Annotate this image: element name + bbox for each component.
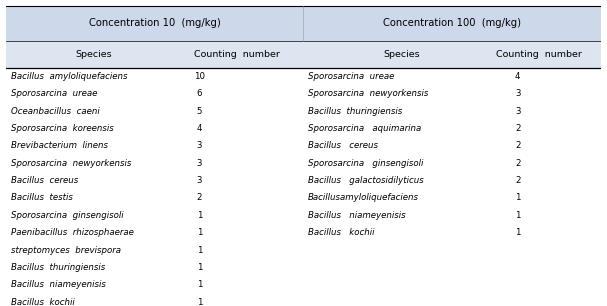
Text: Sporosarcina  newyorkensis: Sporosarcina newyorkensis <box>308 89 429 98</box>
Text: Bacillus  kochii: Bacillus kochii <box>11 298 75 306</box>
Text: Oceanbacillus  caeni: Oceanbacillus caeni <box>11 106 100 116</box>
Text: 10: 10 <box>194 72 205 81</box>
Text: Species: Species <box>75 50 112 58</box>
Text: Sporosarcina  koreensis: Sporosarcina koreensis <box>11 124 114 133</box>
Text: Bacillus  thuringiensis: Bacillus thuringiensis <box>308 106 402 116</box>
Bar <box>6 41 601 68</box>
Text: streptomyces  brevispora: streptomyces brevispora <box>11 246 121 255</box>
Bar <box>304 6 601 41</box>
Text: 1: 1 <box>515 193 520 203</box>
Text: 1: 1 <box>197 280 202 289</box>
Text: 2: 2 <box>197 193 202 203</box>
Text: 4: 4 <box>515 72 520 81</box>
Text: 3: 3 <box>197 176 202 185</box>
Text: 3: 3 <box>515 89 520 98</box>
Text: 1: 1 <box>197 263 202 272</box>
Text: Brevibacterium  linens: Brevibacterium linens <box>11 141 108 150</box>
Text: Bacillus  cereus: Bacillus cereus <box>11 176 78 185</box>
Text: Bacillus   kochii: Bacillus kochii <box>308 228 375 237</box>
Text: Bacillusamyloliquefaciens: Bacillusamyloliquefaciens <box>308 193 419 203</box>
Text: Sporosarcina  ureae: Sporosarcina ureae <box>308 72 395 81</box>
Text: 1: 1 <box>197 246 202 255</box>
Text: Bacillus   cereus: Bacillus cereus <box>308 141 378 150</box>
Text: Bacillus  niameyenisis: Bacillus niameyenisis <box>11 280 106 289</box>
Text: 3: 3 <box>515 106 520 116</box>
Text: 1: 1 <box>515 211 520 220</box>
Text: 2: 2 <box>515 124 520 133</box>
Text: 2: 2 <box>515 176 520 185</box>
Text: Sporosarcina  ureae: Sporosarcina ureae <box>11 89 97 98</box>
Text: Sporosarcina  newyorkensis: Sporosarcina newyorkensis <box>11 159 131 168</box>
Text: 2: 2 <box>515 159 520 168</box>
Text: Paenibacillus  rhizosphaerae: Paenibacillus rhizosphaerae <box>11 228 134 237</box>
Text: 4: 4 <box>197 124 202 133</box>
Text: 3: 3 <box>197 141 202 150</box>
Text: Bacillus  thuringiensis: Bacillus thuringiensis <box>11 263 105 272</box>
Text: Sporosarcina   ginsengisoli: Sporosarcina ginsengisoli <box>308 159 424 168</box>
Text: Counting  number: Counting number <box>194 50 279 58</box>
Text: Counting  number: Counting number <box>495 50 582 58</box>
Text: 1: 1 <box>515 228 520 237</box>
Text: Bacillus  amyloliquefaciens: Bacillus amyloliquefaciens <box>11 72 127 81</box>
Text: Bacillus   galactosidilyticus: Bacillus galactosidilyticus <box>308 176 424 185</box>
Text: 1: 1 <box>197 228 202 237</box>
Text: 5: 5 <box>197 106 202 116</box>
Bar <box>6 6 304 41</box>
Text: Sporosarcina  ginsengisoli: Sporosarcina ginsengisoli <box>11 211 123 220</box>
Text: Sporosarcina   aquimarina: Sporosarcina aquimarina <box>308 124 421 133</box>
Text: 2: 2 <box>515 141 520 150</box>
Text: 6: 6 <box>197 89 202 98</box>
Text: Bacillus   niameyenisis: Bacillus niameyenisis <box>308 211 406 220</box>
Text: Concentration 10  (mg/kg): Concentration 10 (mg/kg) <box>89 18 221 28</box>
Text: 3: 3 <box>197 159 202 168</box>
Text: 1: 1 <box>197 298 202 306</box>
Text: Bacillus  testis: Bacillus testis <box>11 193 73 203</box>
Text: Concentration 100  (mg/kg): Concentration 100 (mg/kg) <box>383 18 521 28</box>
Text: Species: Species <box>384 50 420 58</box>
Text: 1: 1 <box>197 211 202 220</box>
